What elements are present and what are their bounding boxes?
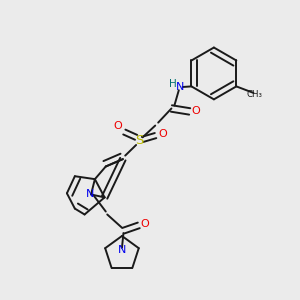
Text: O: O bbox=[141, 220, 150, 230]
Text: N: N bbox=[176, 82, 184, 92]
Text: O: O bbox=[191, 106, 200, 116]
Text: S: S bbox=[135, 134, 143, 147]
Text: O: O bbox=[159, 129, 168, 139]
Text: N: N bbox=[85, 190, 94, 200]
Text: O: O bbox=[113, 121, 122, 131]
Text: N: N bbox=[118, 245, 126, 255]
Text: H: H bbox=[169, 79, 177, 89]
Text: CH₃: CH₃ bbox=[247, 90, 263, 99]
